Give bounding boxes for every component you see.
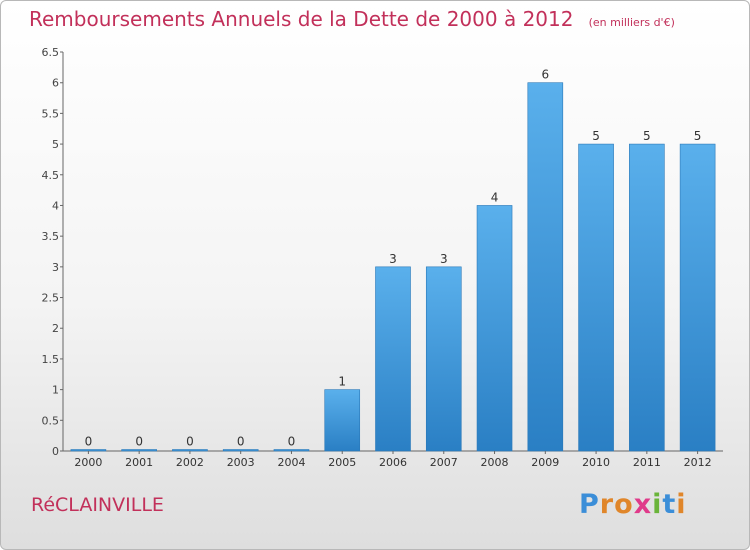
bar	[527, 82, 564, 452]
bar	[476, 205, 513, 452]
bar	[679, 143, 716, 452]
x-tick-label: 2003	[227, 456, 255, 469]
y-tick-label: 4	[52, 199, 59, 212]
y-tick-label: 0	[52, 445, 59, 458]
bar	[70, 449, 107, 452]
bar-value-label: 0	[288, 435, 296, 449]
x-tick-label: 2006	[379, 456, 407, 469]
bar-value-label: 3	[440, 252, 448, 266]
x-tick-label: 2012	[684, 456, 712, 469]
logo-letter: i	[676, 489, 687, 520]
bar	[578, 143, 614, 452]
x-tick-label: 2000	[74, 456, 102, 469]
x-tick-label: 2004	[277, 456, 305, 469]
x-tick-label: 2001	[125, 456, 153, 469]
y-tick-label: 2	[52, 322, 59, 335]
chart-title: Remboursements Annuels de la Dette de 20…	[29, 7, 675, 31]
y-tick-label: 1.5	[42, 353, 60, 366]
y-tick-label: 3.5	[42, 230, 60, 243]
y-tick-label: 3	[52, 261, 59, 274]
y-tick-label: 4.5	[42, 169, 60, 182]
commune-name: RéCLAINVILLE	[31, 494, 164, 516]
y-tick-label: 6.5	[42, 46, 60, 59]
bar	[425, 266, 462, 452]
bar-value-label: 1	[338, 375, 346, 389]
y-tick-label: 5	[52, 138, 59, 151]
logo-letter: t	[662, 489, 677, 520]
proxiti-logo: Proxiti	[579, 489, 687, 520]
y-tick-label: 2.5	[42, 292, 60, 305]
y-tick-label: 5.5	[42, 107, 60, 120]
bar-value-label: 6	[541, 68, 549, 82]
bar-value-label: 0	[237, 435, 245, 449]
logo-letter: P	[579, 489, 600, 520]
bar	[629, 143, 665, 452]
logo-letter: i	[652, 489, 663, 520]
bar	[324, 389, 361, 452]
bar	[222, 449, 259, 452]
x-tick-label: 2009	[531, 456, 559, 469]
x-tick-label: 2008	[481, 456, 509, 469]
x-tick-label: 2010	[582, 456, 610, 469]
bar	[172, 449, 208, 452]
bar-value-label: 0	[186, 435, 194, 449]
y-tick-label: 6	[52, 77, 59, 90]
logo-letter: o	[614, 489, 634, 520]
x-tick-label: 2002	[176, 456, 204, 469]
bar	[121, 449, 157, 452]
chart-title-main: Remboursements Annuels de la Dette de 20…	[29, 7, 574, 31]
bar-value-label: 5	[694, 129, 702, 143]
bar-value-label: 0	[135, 435, 143, 449]
logo-letter: r	[599, 489, 615, 520]
x-tick-label: 2007	[430, 456, 458, 469]
bar-value-label: 5	[592, 129, 600, 143]
bar-value-label: 4	[491, 190, 499, 204]
bar-value-label: 0	[85, 435, 93, 449]
bar-value-label: 5	[643, 129, 651, 143]
bar-value-label: 3	[389, 252, 397, 266]
x-tick-label: 2011	[633, 456, 661, 469]
logo-letter: x	[633, 489, 653, 520]
y-tick-label: 0.5	[42, 414, 60, 427]
bar	[273, 449, 310, 452]
y-tick-label: 1	[52, 384, 59, 397]
x-tick-label: 2005	[328, 456, 356, 469]
bar	[375, 266, 411, 452]
chart-unit-note: (en milliers d'€)	[588, 16, 675, 29]
